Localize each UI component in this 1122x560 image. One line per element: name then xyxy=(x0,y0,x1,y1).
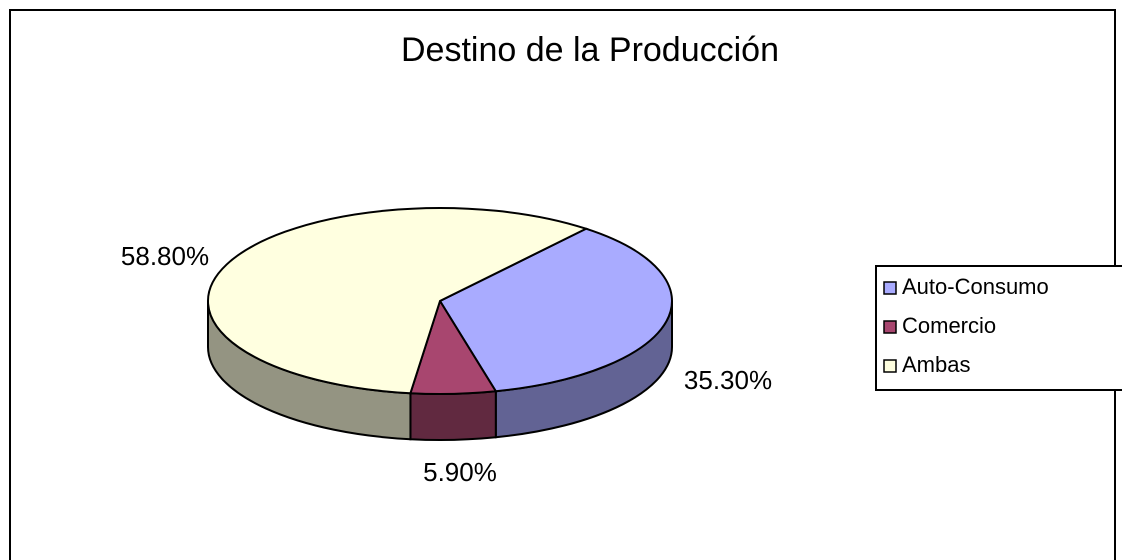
pie-slice xyxy=(438,227,673,393)
data-label: 35.30% xyxy=(684,365,772,395)
data-label: 5.90% xyxy=(423,457,497,487)
legend-label: Ambas xyxy=(902,352,970,377)
data-label: 58.80% xyxy=(121,241,209,271)
legend-box xyxy=(875,265,1122,391)
legend-swatch xyxy=(883,359,897,373)
pie-slice xyxy=(207,207,589,395)
legend-label: Auto-Consumo xyxy=(902,274,1049,299)
legend-swatch xyxy=(883,281,897,295)
legend-label: Comercio xyxy=(902,313,996,338)
legend-swatch xyxy=(883,320,897,334)
chart-title: Destino de la Producción xyxy=(401,31,779,69)
pie-side xyxy=(409,390,497,441)
